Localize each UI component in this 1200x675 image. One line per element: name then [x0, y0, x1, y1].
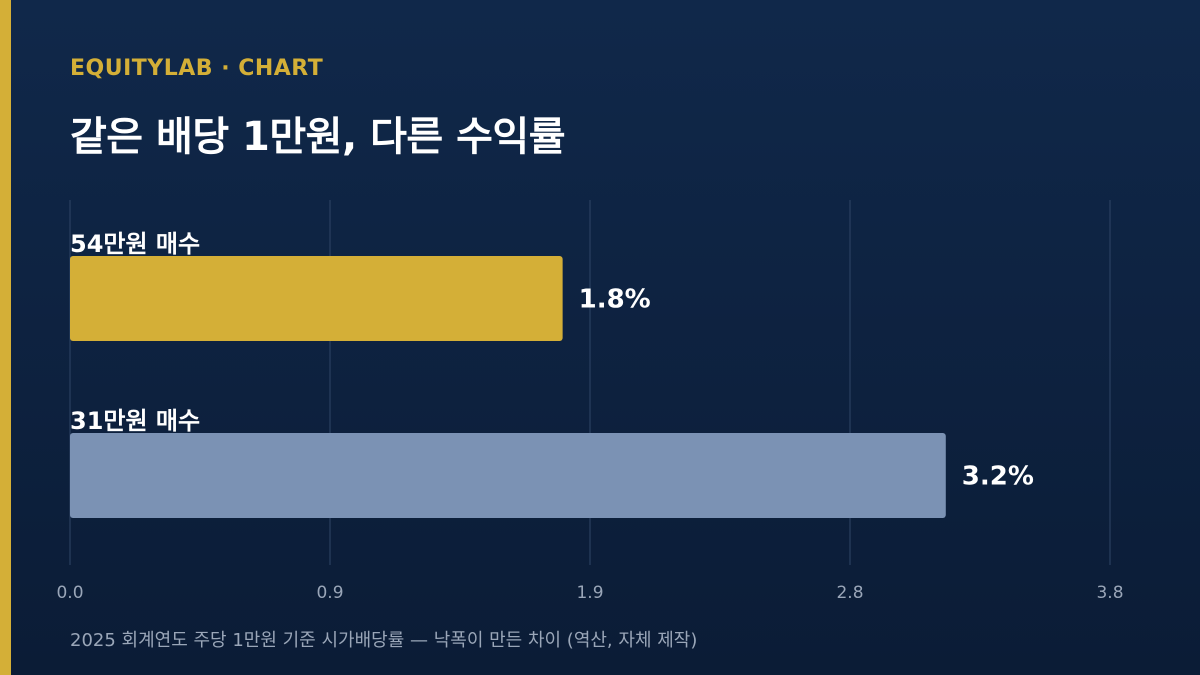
- x-tick-label: 0.0: [56, 583, 83, 603]
- x-tick-label: 0.9: [316, 583, 343, 603]
- category-label: 31만원 매수: [70, 407, 200, 435]
- bar: [70, 256, 563, 341]
- bar-value-label: 1.8%: [579, 285, 651, 315]
- accent-stripe: [0, 0, 11, 675]
- x-tick-label: 2.8: [836, 583, 863, 603]
- chart-title: 같은 배당 1만원, 다른 수익률: [70, 114, 566, 160]
- x-tick-label: 1.9: [576, 583, 603, 603]
- chart-footnote: 2025 회계연도 주당 1만원 기준 시가배당률 — 낙폭이 만든 차이 (역…: [70, 630, 698, 651]
- category-label: 54만원 매수: [70, 230, 200, 258]
- brand-label: EQUITYLAB · CHART: [70, 56, 324, 81]
- x-tick-label: 3.8: [1096, 583, 1123, 603]
- bar-value-label: 3.2%: [962, 462, 1034, 492]
- bar: [70, 433, 946, 518]
